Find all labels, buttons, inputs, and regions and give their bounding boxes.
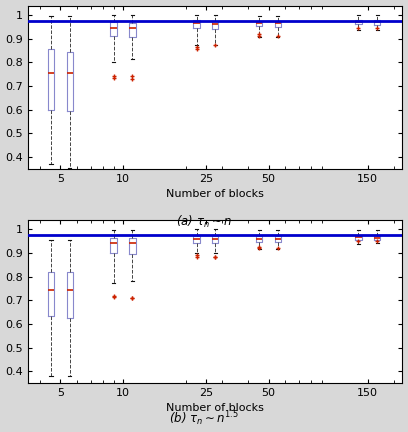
X-axis label: Number of blocks: Number of blocks: [166, 189, 264, 199]
Text: (b) $\tau_n \sim n^{1.5}$: (b) $\tau_n \sim n^{1.5}$: [169, 409, 239, 428]
X-axis label: Number of blocks: Number of blocks: [166, 403, 264, 413]
Text: (a) $\tau_n \sim n$: (a) $\tau_n \sim n$: [176, 214, 232, 230]
